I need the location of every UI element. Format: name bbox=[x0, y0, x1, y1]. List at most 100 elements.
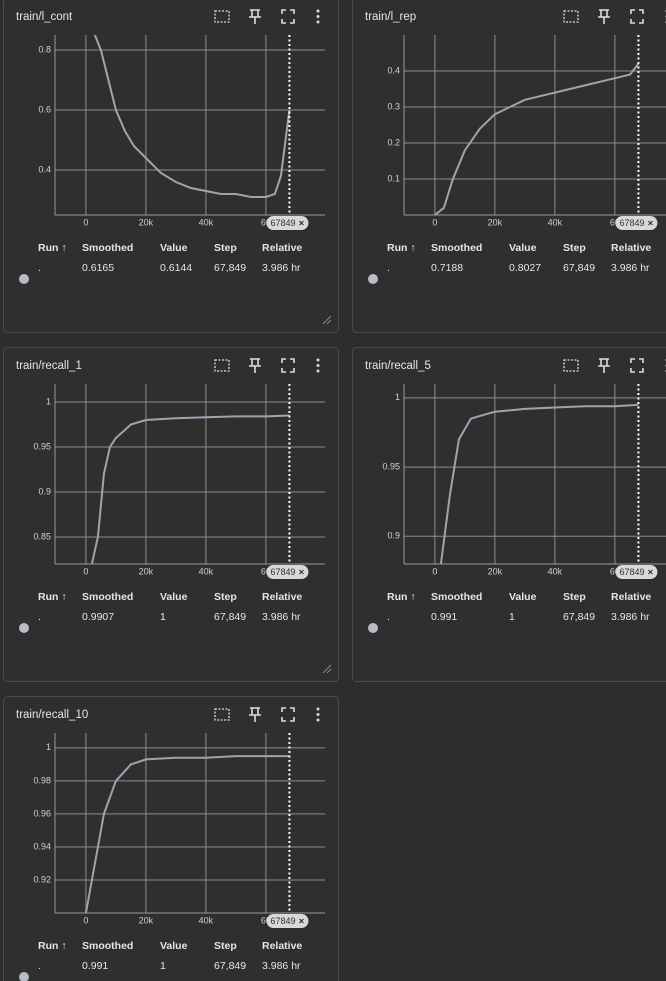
table-header[interactable]: Run ↑ bbox=[38, 242, 67, 254]
resize-handle[interactable] bbox=[322, 664, 332, 674]
menu-dot[interactable] bbox=[316, 718, 320, 722]
toolbar bbox=[563, 358, 666, 373]
run-color bbox=[368, 623, 378, 633]
pin-icon[interactable] bbox=[249, 358, 261, 373]
table-cell: 3.986 hr bbox=[262, 611, 301, 623]
card-frame bbox=[3, 0, 339, 333]
table-header[interactable]: Run ↑ bbox=[387, 591, 416, 603]
table-header[interactable]: Value bbox=[509, 242, 537, 254]
table-header[interactable]: Value bbox=[160, 242, 188, 254]
pin-icon[interactable] bbox=[598, 9, 610, 24]
table-cell: 1 bbox=[509, 611, 515, 623]
table-cell: . bbox=[38, 960, 41, 972]
table-cell: 67,849 bbox=[563, 611, 595, 623]
fit-icon[interactable] bbox=[214, 359, 230, 372]
fullscreen-icon[interactable] bbox=[630, 9, 644, 24]
table-header[interactable]: Run ↑ bbox=[387, 242, 416, 254]
x-tick-label: 40k bbox=[548, 217, 563, 227]
smoothed-line bbox=[84, 755, 290, 913]
pin-icon[interactable] bbox=[249, 707, 261, 722]
table-header[interactable]: Relative bbox=[611, 591, 651, 603]
x-tick-label: 60 bbox=[261, 915, 271, 925]
x-tick-label: 0 bbox=[83, 915, 88, 925]
y-tick-label: 0.85 bbox=[33, 531, 51, 541]
table-cell: 0.7188 bbox=[431, 262, 463, 274]
fullscreen-icon[interactable] bbox=[281, 358, 295, 373]
menu-dot[interactable] bbox=[316, 358, 320, 362]
table-header[interactable]: Relative bbox=[262, 242, 302, 254]
fullscreen-icon[interactable] bbox=[281, 707, 295, 722]
y-tick-label: 0.9 bbox=[38, 486, 51, 496]
table-header[interactable]: Smoothed bbox=[431, 591, 482, 603]
table-header[interactable]: Run ↑ bbox=[38, 591, 67, 603]
table-header[interactable]: Relative bbox=[262, 940, 302, 952]
table-header[interactable]: Relative bbox=[262, 591, 302, 603]
fit-icon[interactable] bbox=[563, 359, 579, 372]
x-tick-label: 60 bbox=[610, 217, 620, 227]
table-header[interactable]: Relative bbox=[611, 242, 651, 254]
toolbar bbox=[214, 358, 320, 373]
y-tick-label: 0.92 bbox=[33, 874, 51, 884]
menu-dot[interactable] bbox=[316, 20, 320, 24]
menu-dot[interactable] bbox=[316, 369, 320, 373]
x-tick-label: 40k bbox=[199, 217, 214, 227]
fit-icon[interactable] bbox=[563, 10, 579, 23]
table-cell: 67,849 bbox=[214, 960, 246, 972]
table-header[interactable]: Step bbox=[563, 242, 586, 254]
step-chip-label: 67849 bbox=[270, 567, 295, 577]
table-header[interactable]: Step bbox=[563, 591, 586, 603]
menu-dot[interactable] bbox=[316, 9, 320, 13]
card-title: train/l_cont bbox=[16, 11, 73, 23]
table-header[interactable]: Run ↑ bbox=[38, 940, 67, 952]
toolbar bbox=[214, 9, 320, 24]
pin-icon[interactable] bbox=[249, 9, 261, 24]
table-header[interactable]: Smoothed bbox=[82, 591, 133, 603]
table-header[interactable]: Smoothed bbox=[431, 242, 482, 254]
table-cell: 0.9907 bbox=[82, 611, 114, 623]
toolbar bbox=[563, 9, 666, 24]
card-title: train/recall_10 bbox=[16, 709, 88, 721]
fullscreen-icon[interactable] bbox=[281, 9, 295, 24]
table-cell: 1 bbox=[160, 611, 166, 623]
table-header[interactable]: Step bbox=[214, 940, 237, 952]
chip-close[interactable] bbox=[299, 918, 304, 924]
fit-icon[interactable] bbox=[214, 10, 230, 23]
menu-dot[interactable] bbox=[316, 707, 320, 711]
step-chip-label: 67849 bbox=[619, 567, 644, 577]
series bbox=[90, 414, 290, 564]
x-tick-label: 20k bbox=[139, 915, 154, 925]
series bbox=[434, 63, 640, 215]
table-header[interactable]: Value bbox=[160, 940, 188, 952]
chip-close[interactable] bbox=[299, 569, 304, 575]
table-header[interactable]: Step bbox=[214, 242, 237, 254]
table-cell: . bbox=[38, 611, 41, 623]
menu-dot[interactable] bbox=[316, 713, 320, 716]
run-color bbox=[19, 274, 29, 284]
card-frame bbox=[352, 347, 666, 682]
menu-dot[interactable] bbox=[316, 15, 320, 18]
card: train/recall_5 0.9 0.95 1 0 20k 40k 60 67849 Run … bbox=[352, 347, 666, 682]
y-tick-label: 0.4 bbox=[387, 65, 400, 75]
pin-icon[interactable] bbox=[598, 358, 610, 373]
chip-close[interactable] bbox=[648, 569, 653, 575]
run-color bbox=[368, 274, 378, 284]
fit-icon[interactable] bbox=[214, 708, 230, 721]
series bbox=[84, 755, 290, 913]
chip-close[interactable] bbox=[648, 220, 653, 226]
table-header[interactable]: Smoothed bbox=[82, 242, 133, 254]
x-tick-label: 0 bbox=[83, 566, 88, 576]
card: train/recall_10 0.92 0.94 0.96 0.98 1 0 20k 40k 6… bbox=[3, 696, 339, 981]
x-tick-label: 40k bbox=[199, 915, 214, 925]
table-header[interactable]: Value bbox=[160, 591, 188, 603]
fullscreen-icon[interactable] bbox=[630, 358, 644, 373]
table-header[interactable]: Smoothed bbox=[82, 940, 133, 952]
chip-close[interactable] bbox=[299, 220, 304, 226]
table-header[interactable]: Step bbox=[214, 591, 237, 603]
card-frame bbox=[3, 696, 339, 981]
series bbox=[439, 403, 639, 564]
resize-handle[interactable] bbox=[322, 315, 332, 325]
menu-dot[interactable] bbox=[316, 364, 320, 367]
table-cell: 0.6165 bbox=[82, 262, 114, 274]
table-header[interactable]: Value bbox=[509, 591, 537, 603]
